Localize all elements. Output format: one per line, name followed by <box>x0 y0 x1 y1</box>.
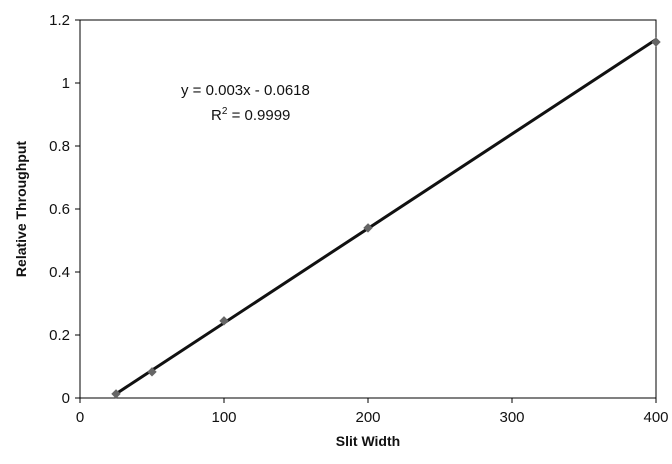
y-tick-label: 0.6 <box>49 201 70 218</box>
y-tick-label: 1.2 <box>49 12 70 29</box>
trendline <box>115 38 657 396</box>
data-point-marker <box>219 316 229 326</box>
x-tick-label: 100 <box>211 409 236 426</box>
data-point-marker <box>363 223 373 233</box>
y-axis: 0 0.2 0.4 0.6 0.8 1 1.2 <box>49 12 80 407</box>
x-tick-label: 400 <box>643 409 668 426</box>
data-points <box>111 37 661 399</box>
y-tick-label: 1 <box>62 75 70 92</box>
y-tick-label: 0.8 <box>49 138 70 155</box>
y-tick-label: 0.4 <box>49 264 70 281</box>
data-point-marker <box>111 389 121 399</box>
y-tick-label: 0.2 <box>49 327 70 344</box>
x-tick-label: 0 <box>76 409 84 426</box>
data-point-marker <box>147 367 157 377</box>
y-tick-label: 0 <box>62 390 70 407</box>
data-point-marker <box>651 37 661 47</box>
trendline-equation: y = 0.003x - 0.0618 <box>181 82 310 99</box>
x-axis: 0 100 200 300 400 <box>76 398 669 426</box>
y-axis-title: Relative Throughput <box>13 141 29 277</box>
plot-area <box>79 19 657 399</box>
r-squared-label: R2 = 0.9999 <box>211 106 290 124</box>
x-tick-label: 200 <box>355 409 380 426</box>
x-tick-label: 300 <box>499 409 524 426</box>
x-axis-title: Slit Width <box>336 433 400 449</box>
